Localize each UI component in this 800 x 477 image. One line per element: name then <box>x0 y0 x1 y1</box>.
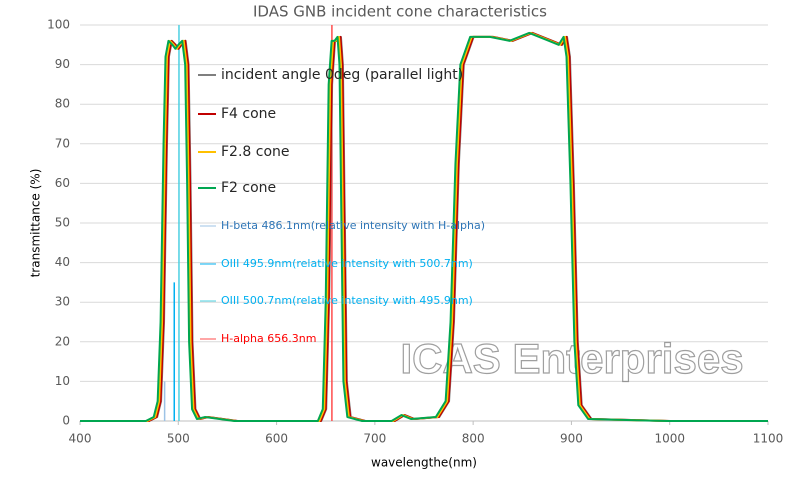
y-tick-label: 40 <box>55 255 70 269</box>
y-tick-label: 100 <box>47 18 70 32</box>
legend-label: OIII 495.9nm(relative intensity with 500… <box>221 257 473 270</box>
legend-label: incident angle 0deg (parallel light) <box>221 67 463 83</box>
x-tick-label: 400 <box>69 432 92 446</box>
y-tick-label: 90 <box>55 57 70 71</box>
x-tick-label: 900 <box>560 432 583 446</box>
y-tick-label: 0 <box>62 414 70 428</box>
y-tick-label: 50 <box>55 216 70 230</box>
x-tick-label: 1100 <box>753 432 784 446</box>
legend-label: F2.8 cone <box>221 144 290 160</box>
x-tick-label: 700 <box>363 432 386 446</box>
series-line <box>80 31 768 422</box>
x-tick-label: 600 <box>265 432 288 446</box>
y-tick-label: 80 <box>55 97 70 111</box>
watermark: ICAS Enterprises <box>400 335 743 382</box>
legend-label: F2 cone <box>221 180 276 196</box>
y-tick-label: 10 <box>55 374 70 388</box>
x-tick-label: 1000 <box>654 432 685 446</box>
legend-label: F4 cone <box>221 106 276 122</box>
y-tick-label: 30 <box>55 295 70 309</box>
y-tick-label: 60 <box>55 176 70 190</box>
y-axis-label: transmittance (%) <box>29 169 43 278</box>
chart-title: IDAS GNB incident cone characteristics <box>253 3 547 21</box>
legend-label: OIII 500.7nm(relative intensity with 495… <box>221 294 473 307</box>
x-tick-label: 800 <box>462 432 485 446</box>
legend-label: H-beta 486.1nm(relative intensity with H… <box>221 219 485 232</box>
x-axis-label: wavelengthe(nm) <box>371 456 477 470</box>
legend-label: H-alpha 656.3nm <box>221 332 316 345</box>
x-tick-label: 500 <box>167 432 190 446</box>
y-tick-label: 20 <box>55 334 70 348</box>
y-tick-label: 70 <box>55 136 70 150</box>
